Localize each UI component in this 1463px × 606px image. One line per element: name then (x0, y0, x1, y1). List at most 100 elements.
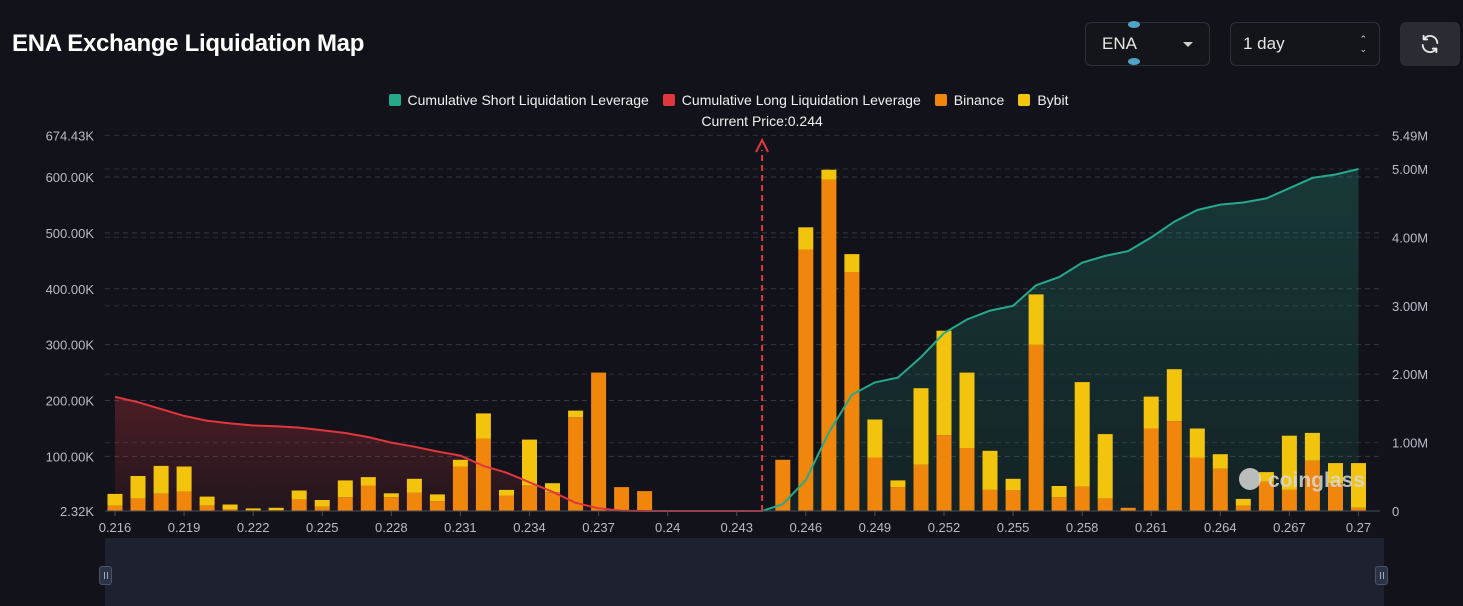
y-right-tick-label: 5.00M (1392, 162, 1428, 177)
bar-binance (614, 487, 630, 511)
y-left-tick-label: 100.00K (46, 449, 95, 464)
bar-binance (913, 464, 929, 511)
bar-bybit (1005, 478, 1021, 490)
bar-binance (867, 457, 883, 511)
bar-bybit (107, 493, 123, 506)
bar-binance (637, 491, 653, 511)
drag-handle-top-icon[interactable] (1128, 21, 1140, 28)
x-tick-label: 0.24 (655, 520, 680, 535)
bar-binance (222, 508, 238, 511)
bar-binance (475, 438, 491, 511)
bar-bybit (545, 483, 560, 493)
x-tick-label: 0.216 (99, 520, 132, 535)
bar-binance (775, 459, 791, 511)
chart-legend: Cumulative Short Liquidation Leverage Cu… (0, 92, 1463, 108)
bar-binance (890, 487, 906, 511)
bar-bybit (844, 254, 860, 272)
bar-binance (130, 498, 146, 511)
bar-bybit (1281, 435, 1297, 490)
bar-bybit (522, 439, 537, 486)
bar-binance (1281, 489, 1297, 511)
bar-bybit (245, 508, 261, 511)
legend-item-binance[interactable]: Binance (934, 92, 1005, 108)
range-handle-right[interactable] (1375, 566, 1388, 585)
short-area (762, 169, 1359, 511)
bar-binance (383, 497, 399, 511)
bar-binance (406, 492, 422, 511)
bar-bybit (153, 465, 169, 494)
bar-binance (1212, 468, 1228, 511)
bar-binance (1189, 457, 1205, 511)
bar-binance (1328, 483, 1343, 511)
bar-bybit (1189, 428, 1205, 458)
bar-binance (452, 466, 468, 511)
range-slider[interactable] (105, 538, 1384, 606)
y-left-tick-label: 674.43K (46, 128, 95, 143)
legend-label: Cumulative Short Liquidation Leverage (407, 92, 649, 108)
bar-bybit (1143, 396, 1159, 429)
coinglass-logo-icon (1239, 468, 1261, 490)
range-handle-left[interactable] (99, 566, 112, 585)
x-tick-label: 0.237 (582, 520, 615, 535)
period-select[interactable]: 1 day ⌃ ⌄ (1230, 22, 1380, 66)
bar-binance (1235, 505, 1251, 511)
y-right-tick-label: 4.00M (1392, 230, 1428, 245)
bar-binance (360, 485, 376, 511)
legend-item-short[interactable]: Cumulative Short Liquidation Leverage (388, 92, 649, 108)
refresh-button[interactable] (1400, 22, 1460, 66)
bar-bybit (798, 227, 814, 250)
bar-binance (1351, 507, 1366, 511)
legend-label: Bybit (1037, 92, 1069, 108)
x-tick-label: 0.252 (928, 520, 961, 535)
bar-binance (936, 435, 952, 511)
legend-label: Binance (953, 92, 1005, 108)
bar-binance (844, 272, 860, 511)
bar-binance (982, 489, 998, 511)
bar-binance (1097, 498, 1113, 511)
bar-binance (798, 249, 814, 511)
symbol-select[interactable]: ENA (1085, 22, 1210, 66)
bar-bybit (383, 493, 399, 498)
x-tick-label: 0.228 (375, 520, 408, 535)
bar-binance (522, 485, 537, 511)
bar-binance (1258, 481, 1274, 511)
bar-binance (1120, 507, 1136, 511)
x-tick-label: 0.267 (1273, 520, 1306, 535)
bar-bybit (199, 496, 215, 506)
watermark: coinglass (1239, 468, 1365, 492)
bar-bybit (1235, 498, 1251, 506)
x-tick-label: 0.255 (997, 520, 1030, 535)
x-tick-label: 0.246 (790, 520, 823, 535)
bar-bybit (867, 419, 883, 458)
legend-swatch (662, 94, 675, 106)
bar-binance (1304, 460, 1320, 511)
y-left-tick-label: 500.00K (46, 226, 95, 241)
legend-item-long[interactable]: Cumulative Long Liquidation Leverage (662, 92, 921, 108)
bar-bybit (499, 489, 514, 496)
bar-binance (429, 501, 445, 511)
x-tick-label: 0.231 (444, 520, 477, 535)
updown-chevron-icon: ⌃ ⌄ (1359, 33, 1367, 54)
bar-binance (591, 372, 607, 511)
bar-binance (337, 497, 353, 511)
symbol-select-value: ENA (1102, 34, 1137, 53)
bar-bybit (568, 410, 584, 418)
bar-bybit (1212, 454, 1228, 469)
bar-bybit (406, 478, 422, 493)
bar-binance (1074, 486, 1090, 511)
bar-bybit (130, 476, 146, 499)
liquidation-chart: 2.32K 100.00K 200.00K 300.00K 400.00K 500.00K… (46, 113, 1429, 535)
bar-bybit (1328, 463, 1343, 484)
bar-bybit (314, 500, 330, 507)
bar-binance (107, 505, 123, 511)
y-right-tick-label: 0 (1392, 504, 1399, 519)
drag-handle-bottom-icon[interactable] (1128, 58, 1140, 65)
bar-binance (153, 493, 169, 511)
page-title: ENA Exchange Liquidation Map (12, 30, 365, 57)
legend-item-bybit[interactable]: Bybit (1018, 92, 1068, 108)
bar-bybit (360, 477, 376, 486)
x-tick-label: 0.219 (168, 520, 201, 535)
bar-binance (291, 499, 307, 511)
bar-bybit (429, 494, 445, 502)
bar-binance (959, 448, 975, 511)
